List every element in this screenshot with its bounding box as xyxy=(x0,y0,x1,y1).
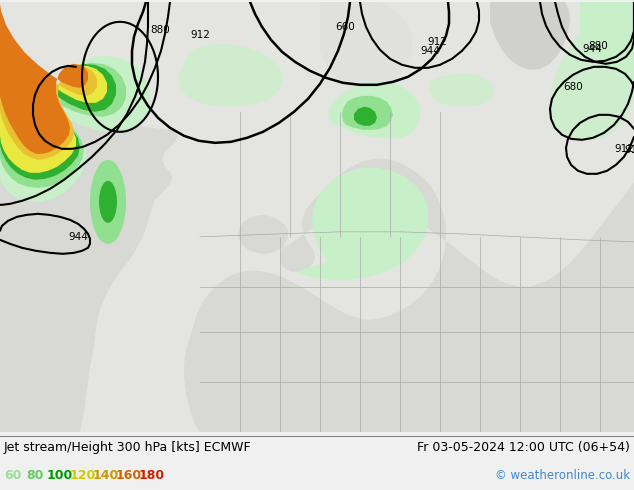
Text: 880: 880 xyxy=(150,25,170,35)
Polygon shape xyxy=(0,2,126,188)
Text: 680: 680 xyxy=(563,82,583,92)
Polygon shape xyxy=(0,2,150,202)
Polygon shape xyxy=(0,2,116,180)
Text: © weatheronline.co.uk: © weatheronline.co.uk xyxy=(495,469,630,483)
Text: 912: 912 xyxy=(624,145,634,155)
Text: 944: 944 xyxy=(420,46,440,56)
Text: 912: 912 xyxy=(427,37,447,47)
Polygon shape xyxy=(178,44,283,107)
Polygon shape xyxy=(354,107,377,126)
Polygon shape xyxy=(429,74,494,107)
Polygon shape xyxy=(328,82,420,139)
Polygon shape xyxy=(99,181,117,223)
Polygon shape xyxy=(0,2,88,154)
Text: 660: 660 xyxy=(335,22,355,32)
Polygon shape xyxy=(342,96,393,130)
Text: 180: 180 xyxy=(139,469,165,483)
Text: 80: 80 xyxy=(26,469,43,483)
Text: 100: 100 xyxy=(47,469,74,483)
Text: 60: 60 xyxy=(4,469,22,483)
Polygon shape xyxy=(0,2,178,432)
Polygon shape xyxy=(90,160,126,244)
Polygon shape xyxy=(490,2,570,70)
Text: 880: 880 xyxy=(588,41,608,51)
Polygon shape xyxy=(184,2,634,432)
Text: 160: 160 xyxy=(116,469,142,483)
Polygon shape xyxy=(320,2,412,92)
Polygon shape xyxy=(550,2,634,140)
Text: 140: 140 xyxy=(93,469,119,483)
Text: 120: 120 xyxy=(70,469,96,483)
Text: 944: 944 xyxy=(68,232,88,242)
Polygon shape xyxy=(580,2,634,80)
Polygon shape xyxy=(0,2,97,160)
Text: 912: 912 xyxy=(614,144,634,154)
Polygon shape xyxy=(0,2,107,173)
Text: Fr 03-05-2024 12:00 UTC (06+54): Fr 03-05-2024 12:00 UTC (06+54) xyxy=(417,441,630,454)
Polygon shape xyxy=(295,168,428,280)
Text: Jet stream/Height 300 hPa [kts] ECMWF: Jet stream/Height 300 hPa [kts] ECMWF xyxy=(4,441,252,454)
Text: 944: 944 xyxy=(582,44,602,54)
Text: 912: 912 xyxy=(190,30,210,40)
